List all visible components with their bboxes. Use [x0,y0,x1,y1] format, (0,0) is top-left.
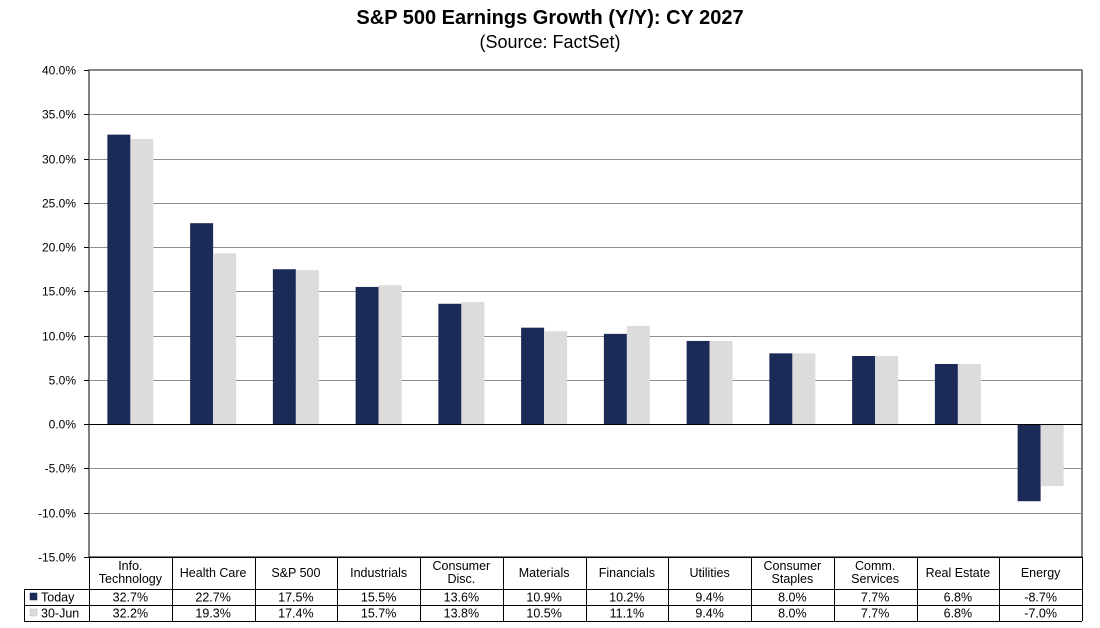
bar-today [521,327,545,425]
y-tick-label: -10.0% [38,507,76,521]
category-label: Financials [599,566,655,580]
bar-today [934,363,958,425]
data-label: -7.0% [1024,607,1057,621]
bar-today [355,286,379,425]
data-label: 13.8% [444,607,479,621]
bar-30-jun [957,363,981,425]
data-label: 9.4% [695,591,724,605]
legend-key-today [29,592,38,601]
data-label: 13.6% [444,591,479,605]
category-label: Health Care [180,566,247,580]
data-label: 8.0% [778,607,807,621]
bar-30-jun [544,331,568,425]
y-tick-label: 20.0% [42,241,76,255]
category-label: Consumer [433,559,491,573]
data-label: 15.7% [361,607,396,621]
y-tick-label: 40.0% [42,64,76,78]
category-label: Real Estate [926,566,991,580]
bar-today [190,223,214,425]
category-label: Technology [99,572,163,586]
data-label: 19.3% [195,607,230,621]
data-label: 11.1% [610,607,645,621]
data-label: 17.4% [278,607,313,621]
data-label: 10.2% [609,591,644,605]
category-label: Info. [118,559,142,573]
category-label: Materials [519,566,570,580]
data-label: 32.2% [113,607,148,621]
category-label: Energy [1021,566,1061,580]
bar-30-jun [709,340,733,425]
data-label: 8.0% [778,591,807,605]
bar-30-jun [461,301,485,425]
category-label: Utilities [689,566,729,580]
y-tick-label: 10.0% [42,330,76,344]
legend-label-30-jun: 30-Jun [41,607,79,621]
bar-30-jun [378,285,402,425]
data-label: 9.4% [695,607,724,621]
data-label: 22.7% [195,591,230,605]
category-label: Disc. [447,572,475,586]
bar-30-jun [130,139,154,425]
bar-today [769,353,793,425]
bar-30-jun [792,353,816,425]
bar-today [852,356,876,425]
bar-today [686,340,710,425]
data-label: 10.5% [526,607,561,621]
y-tick-label: -15.0% [38,551,76,565]
y-tick-label: -5.0% [45,462,77,476]
category-label: Services [851,572,899,586]
bar-today [272,269,296,425]
data-label: 7.7% [861,591,890,605]
category-label: Consumer [764,559,822,573]
data-label: 17.5% [278,591,313,605]
bar-30-jun [213,253,237,425]
category-label: Industrials [350,566,407,580]
plot-area [88,69,1083,558]
data-label: -8.7% [1024,591,1057,605]
bar-today [603,333,627,425]
data-label: 6.8% [944,591,973,605]
category-label: S&P 500 [271,566,320,580]
y-tick-label: 15.0% [42,285,76,299]
bar-30-jun [875,356,899,425]
y-tick-label: 30.0% [42,153,76,167]
bar-30-jun [295,270,319,425]
bar-today [1017,424,1041,502]
category-label: Comm. [855,559,895,573]
legend-key-30-jun [29,608,38,617]
data-label: 10.9% [526,591,561,605]
chart-title: S&P 500 Earnings Growth (Y/Y): CY 2027 [356,7,744,29]
data-label: 6.8% [944,607,973,621]
y-tick-label: 5.0% [49,374,77,388]
legend-label-today: Today [41,591,75,605]
data-label: 15.5% [361,591,396,605]
bar-30-jun [1040,424,1064,487]
y-tick-label: 35.0% [42,108,76,122]
y-tick-label: 0.0% [49,418,77,432]
bar-today [107,134,131,425]
data-label: 7.7% [861,607,890,621]
data-label: 32.7% [113,591,148,605]
bar-today [438,303,462,425]
bar-30-jun [626,325,650,425]
category-label: Staples [772,572,814,586]
y-tick-label: 25.0% [42,197,76,211]
chart-subtitle: (Source: FactSet) [479,32,621,52]
chart-title-block: S&P 500 Earnings Growth (Y/Y): CY 2027 (… [0,6,1100,53]
